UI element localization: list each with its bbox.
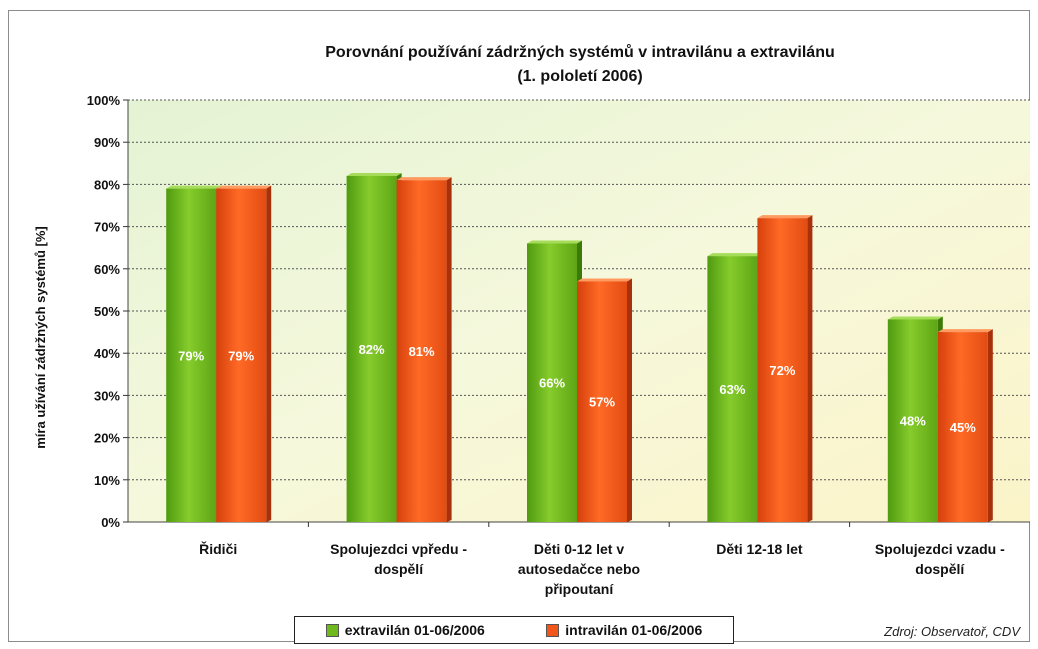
x-category-label: Spolujezdci vzadu - — [875, 541, 1005, 557]
bar-top-intravilan — [216, 185, 272, 189]
y-tick-label: 10% — [94, 473, 120, 488]
bar-extravilan — [887, 319, 938, 522]
data-label-intravilan: 79% — [228, 348, 254, 363]
data-label-extravilan: 79% — [178, 348, 204, 363]
data-label-intravilan: 45% — [950, 420, 976, 435]
bar-side-intravilan — [446, 177, 452, 522]
x-category-label: Řidiči — [199, 540, 237, 557]
y-tick-label: 50% — [94, 304, 120, 319]
bar-extravilan — [527, 243, 577, 523]
bar-intravilan — [396, 180, 447, 522]
x-category-label: Děti 12-18 let — [716, 541, 803, 557]
bar-side-intravilan — [266, 185, 272, 522]
y-tick-label: 80% — [94, 177, 120, 192]
bar-intravilan — [216, 188, 267, 522]
legend-label-extravilan: extravilán 01-06/2006 — [344, 622, 485, 638]
source-note: Zdroj: Observatoř, CDV — [884, 624, 1020, 639]
legend-item-intravilan: intravilán 01-06/2006 — [546, 622, 702, 638]
x-category-label: připoutaní — [545, 581, 615, 597]
bar-top-intravilan — [396, 177, 452, 181]
y-tick-label: 30% — [94, 388, 120, 403]
legend-item-extravilan: extravilán 01-06/2006 — [325, 622, 485, 638]
bar-top-extravilan — [166, 185, 222, 189]
bar-extravilan — [346, 175, 397, 522]
data-label-intravilan: 81% — [409, 344, 435, 359]
bar-intravilan — [577, 281, 627, 522]
y-tick-label: 100% — [87, 93, 121, 108]
data-label-extravilan: 48% — [900, 414, 926, 429]
legend-swatch-orange — [546, 623, 560, 637]
bar-intravilan — [757, 218, 808, 522]
y-axis-label: míra užívání zádržných systémů [%] — [32, 226, 48, 449]
bar-extravilan — [707, 256, 758, 522]
bar-side-intravilan — [987, 329, 993, 522]
bar-top-extravilan — [707, 253, 763, 257]
x-category-label: autosedačce nebo — [518, 561, 640, 577]
y-tick-label: 60% — [94, 262, 120, 277]
bar-top-intravilan — [577, 278, 632, 282]
data-label-extravilan: 82% — [359, 342, 385, 357]
legend: extravilán 01-06/2006 intravilán 01-06/2… — [294, 616, 734, 644]
y-tick-label: 40% — [94, 346, 120, 361]
y-tick-label: 90% — [94, 135, 120, 150]
bar-intravilan — [937, 332, 988, 522]
data-label-intravilan: 57% — [589, 395, 615, 410]
bar-side-intravilan — [807, 215, 813, 522]
legend-swatch-green — [325, 623, 339, 637]
data-label-intravilan: 72% — [769, 363, 795, 378]
x-category-label: dospělí — [915, 561, 965, 577]
data-label-extravilan: 66% — [539, 376, 565, 391]
x-category-label: dospělí — [374, 561, 424, 577]
chart-subtitle: (1. pololetí 2006) — [517, 68, 643, 85]
y-tick-label: 70% — [94, 220, 120, 235]
x-category-label: Spolujezdci vpředu - — [330, 541, 467, 557]
y-tick-label: 0% — [101, 515, 120, 530]
bar-top-extravilan — [887, 316, 943, 320]
bar-top-intravilan — [757, 215, 813, 219]
legend-label-intravilan: intravilán 01-06/2006 — [565, 622, 703, 638]
chart-title: Porovnání používání zádržných systémů v … — [325, 44, 835, 61]
x-category-label: Děti 0-12 let v — [534, 541, 624, 557]
y-tick-label: 20% — [94, 431, 120, 446]
bar-top-intravilan — [937, 329, 993, 333]
bar-extravilan — [166, 188, 217, 522]
bar-top-extravilan — [346, 172, 402, 176]
bar-top-extravilan — [527, 240, 582, 244]
bar-side-intravilan — [627, 278, 632, 522]
data-label-extravilan: 63% — [719, 382, 745, 397]
